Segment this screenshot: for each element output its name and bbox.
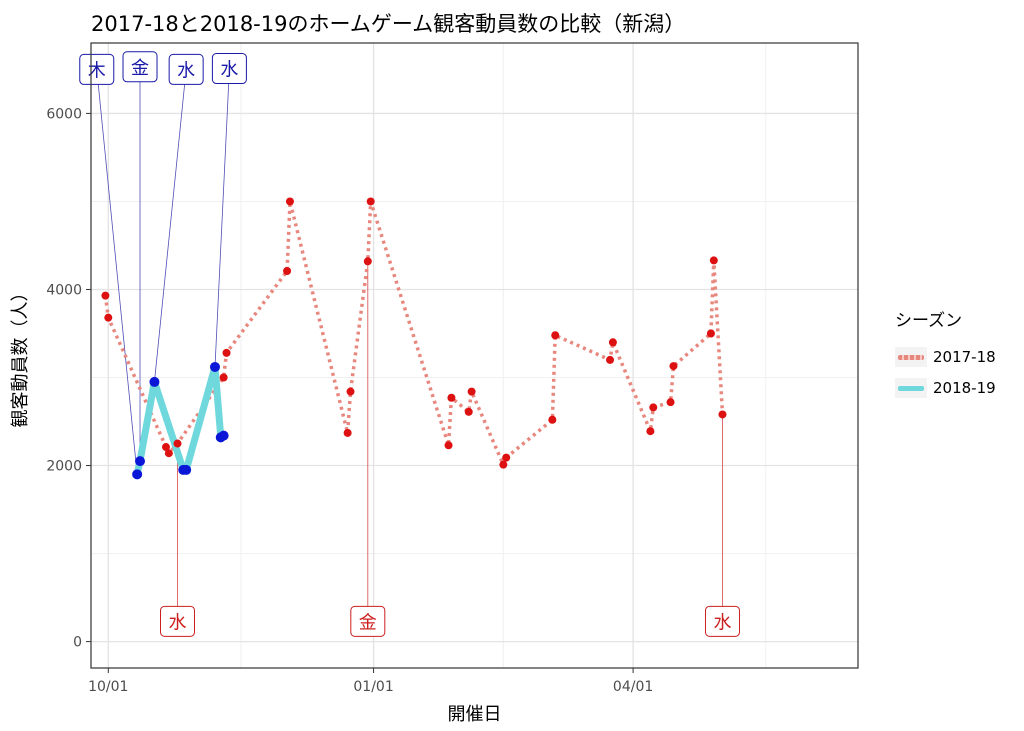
y-tick-label: 6000 xyxy=(46,106,82,122)
data-point-2017-18 xyxy=(608,338,617,347)
legend-title: シーズン xyxy=(895,311,963,331)
data-point-2017-18 xyxy=(285,197,294,206)
data-point-2018-19 xyxy=(218,430,229,441)
legend-label: 2017-18 xyxy=(933,347,996,366)
annotation-text: 水 xyxy=(713,612,731,633)
annotation-text: 金 xyxy=(359,612,377,633)
chart-title: 2017-18と2018-19のホームゲーム観客動員数の比較（新潟） xyxy=(91,12,686,36)
annotation-label: 水 xyxy=(168,53,204,85)
data-point-2017-18 xyxy=(283,266,292,275)
data-point-2017-18 xyxy=(706,329,715,338)
annotation-box xyxy=(122,51,158,83)
data-point-2017-18 xyxy=(606,355,615,364)
data-point-2017-18 xyxy=(646,427,655,436)
data-point-2017-18 xyxy=(464,407,473,416)
x-tick-label: 04/01 xyxy=(613,679,653,695)
legend-item-2018-19: 2018-19 xyxy=(895,372,996,403)
y-axis-title: 観客動員数（人） xyxy=(10,284,31,428)
data-point-2017-18 xyxy=(343,428,352,437)
legend-item-2017-18: 2017-18 xyxy=(895,341,996,372)
annotation-label: 金 xyxy=(350,605,386,637)
data-point-2018-19 xyxy=(209,361,220,372)
y-tick-label: 0 xyxy=(73,635,82,651)
data-point-2017-18 xyxy=(551,331,560,340)
data-point-2017-18 xyxy=(101,291,110,300)
data-point-2017-18 xyxy=(649,403,658,412)
data-point-2017-18 xyxy=(161,443,170,452)
data-point-2017-18 xyxy=(548,415,557,424)
data-point-2018-19 xyxy=(135,456,146,467)
data-point-2017-18 xyxy=(363,257,372,266)
data-point-2017-18 xyxy=(669,362,678,371)
annotation-box xyxy=(160,605,196,637)
data-point-2017-18 xyxy=(447,393,456,402)
data-point-2018-19 xyxy=(149,376,160,387)
data-point-2017-18 xyxy=(346,387,355,396)
annotation-text: 水 xyxy=(177,60,195,81)
annotation-box xyxy=(350,605,386,637)
annotation-connector xyxy=(214,68,230,367)
annotation-label: 水 xyxy=(211,53,247,85)
data-point-2017-18 xyxy=(366,197,375,206)
legend-key-2018-19 xyxy=(895,377,927,398)
annotation-text: 木 xyxy=(88,60,106,81)
annotation-box xyxy=(168,53,204,85)
annotation-box xyxy=(704,605,740,637)
data-point-2017-18 xyxy=(709,256,718,265)
legend-label: 2018-19 xyxy=(933,378,996,397)
plot-panel xyxy=(91,43,858,668)
annotation-label: 水 xyxy=(704,605,740,637)
data-point-2017-18 xyxy=(718,410,727,419)
data-point-2017-18 xyxy=(499,460,508,469)
annotation-box xyxy=(79,53,115,85)
annotation-connector xyxy=(96,69,138,475)
x-tick-label: 01/01 xyxy=(353,679,393,695)
data-point-2017-18 xyxy=(104,313,113,322)
data-point-2017-18 xyxy=(444,441,453,450)
x-axis-title: 開催日 xyxy=(448,704,502,725)
data-point-2017-18 xyxy=(219,373,228,382)
data-point-2017-18 xyxy=(666,398,675,407)
data-point-2017-18 xyxy=(164,449,173,458)
data-point-2017-18 xyxy=(502,453,511,462)
annotation-text: 水 xyxy=(220,60,238,81)
plot-border xyxy=(90,42,859,669)
annotation-label: 木 xyxy=(79,53,115,85)
legend-key-2017-18 xyxy=(895,346,927,367)
data-point-2017-18 xyxy=(467,387,476,396)
data-point-2018-19 xyxy=(181,464,192,475)
y-tick-label: 4000 xyxy=(46,282,82,298)
data-point-2017-18 xyxy=(222,348,231,357)
annotation-label: 金 xyxy=(122,51,158,83)
annotation-text: 金 xyxy=(131,58,149,79)
data-point-2018-19 xyxy=(132,469,143,480)
annotation-connector xyxy=(154,69,187,382)
data-point-2017-18 xyxy=(173,439,182,448)
y-tick-label: 2000 xyxy=(46,459,82,475)
x-tick-label: 10/01 xyxy=(88,679,128,695)
annotation-label: 水 xyxy=(160,605,196,637)
annotation-box xyxy=(211,53,247,85)
legend: シーズン 2017-18 2018-19 xyxy=(895,306,996,403)
annotation-text: 水 xyxy=(169,612,187,633)
